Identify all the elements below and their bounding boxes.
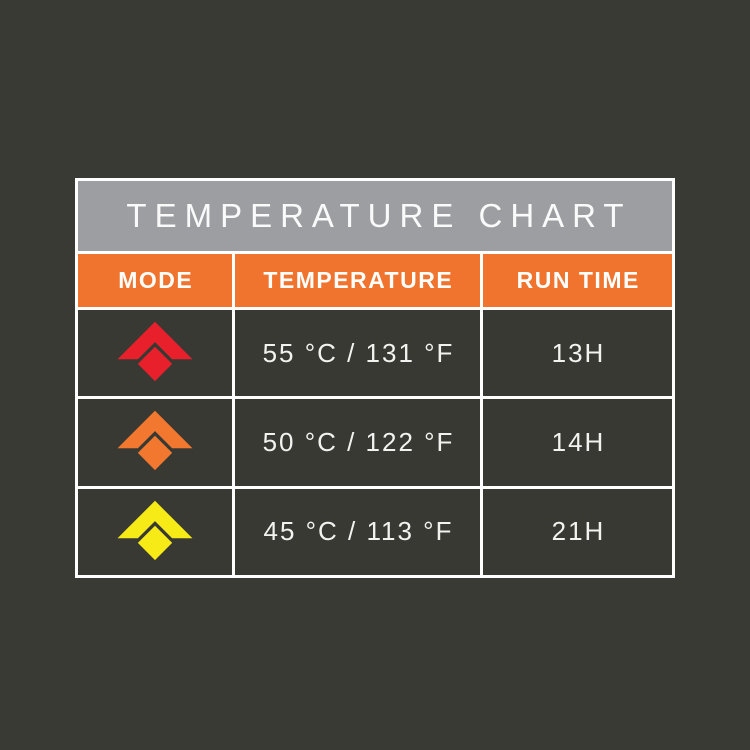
table-row-1-mode-cell [78, 310, 232, 397]
table-row-1-temperature: 55 °C / 131 °F [235, 310, 480, 397]
column-header-temperature: TEMPERATURE [235, 254, 480, 307]
table-row-2-temperature: 50 °C / 122 °F [235, 399, 480, 486]
table-title: TEMPERATURE CHART [78, 181, 672, 251]
temperature-chart-table: TEMPERATURE CHART MODE TEMPERATURE RUN T… [75, 178, 675, 578]
table-row-3-temperature: 45 °C / 113 °F [235, 488, 480, 575]
table-row-2-mode-cell [78, 399, 232, 486]
yellow-chevron-diamond-icon [117, 500, 193, 560]
orange-chevron-diamond-icon [117, 411, 193, 471]
red-chevron-diamond-icon [117, 321, 193, 382]
table-row-3-run-time: 21H [483, 488, 672, 575]
table-row-1-run-time: 13H [483, 310, 672, 397]
table-row-3-mode-cell [78, 488, 232, 575]
column-header-run-time: RUN TIME [483, 254, 672, 307]
table-row-2-run-time: 14H [483, 399, 672, 486]
column-header-mode: MODE [78, 254, 232, 307]
